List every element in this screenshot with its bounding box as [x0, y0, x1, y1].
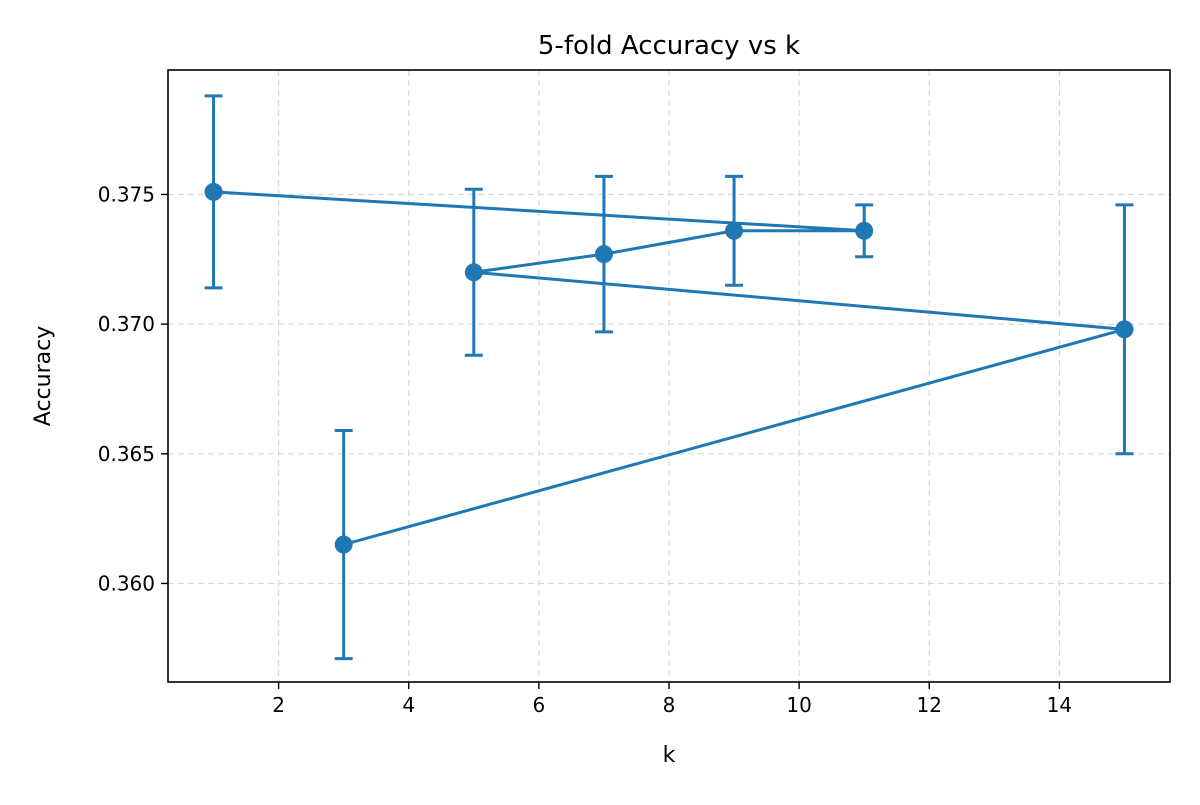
y-axis-label: Accuracy [31, 326, 56, 426]
data-point [855, 221, 874, 240]
y-tick-label: 0.360 [98, 571, 155, 595]
data-point [204, 182, 223, 201]
chart-title: 5-fold Accuracy vs k [538, 31, 800, 61]
data-series [204, 94, 1134, 661]
x-tick-label: 2 [272, 693, 285, 717]
x-tick-label: 4 [402, 693, 415, 717]
y-tick-label: 0.375 [98, 182, 155, 206]
x-tick-label: 14 [1047, 693, 1072, 717]
axis-ticks: 2 4 6 8 10 12 14 0.360 0.365 0.370 0.375 [98, 182, 1072, 717]
grid [168, 70, 1170, 682]
x-tick-label: 6 [533, 693, 546, 717]
data-point [1115, 320, 1134, 339]
x-tick-label: 8 [663, 693, 676, 717]
y-tick-label: 0.370 [98, 312, 155, 336]
data-point [334, 535, 353, 554]
y-tick-label: 0.365 [98, 442, 155, 466]
x-axis-label: k [663, 743, 676, 768]
x-tick-label: 12 [917, 693, 942, 717]
data-point [725, 221, 744, 240]
data-point [464, 263, 483, 282]
x-tick-label: 10 [786, 693, 811, 717]
data-point [594, 245, 613, 264]
